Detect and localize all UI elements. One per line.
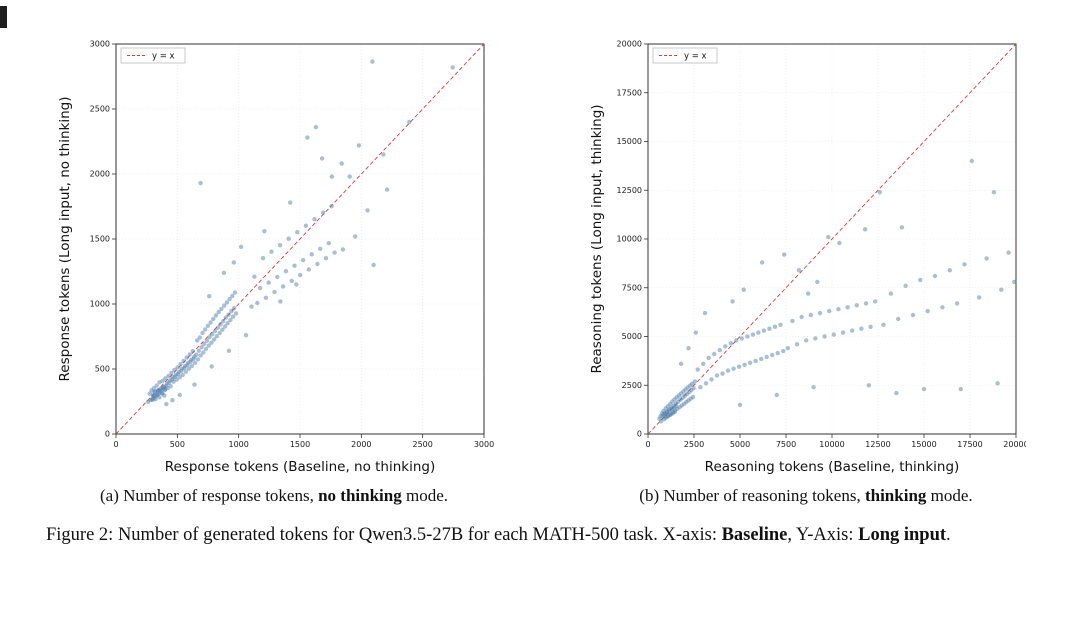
figure-caption: Figure 2: Number of generated tokens for… [46, 522, 996, 550]
scatter-plot-thinking: Reasoning tokens (Long input, thinking) … [589, 40, 1026, 476]
svg-text:2000: 2000 [351, 440, 371, 449]
svg-text:0: 0 [645, 440, 650, 449]
svg-text:5000: 5000 [730, 440, 750, 449]
x-axis-label-a: Response tokens (Baseline, no thinking) [165, 459, 436, 475]
legend-label-a: y = x [152, 52, 175, 62]
subfigure-a: Response tokens (Long input, no thinking… [54, 34, 494, 506]
svg-text:12500: 12500 [617, 186, 642, 195]
svg-text:500: 500 [95, 365, 110, 374]
svg-text:10000: 10000 [819, 440, 844, 449]
svg-text:0: 0 [637, 430, 642, 439]
caption-text: . [946, 525, 951, 545]
caption-bold-text: Long input [858, 525, 947, 545]
scatter-points [657, 158, 1017, 424]
svg-text:500: 500 [170, 440, 185, 449]
caption-bold-text: thinking [864, 486, 927, 505]
svg-text:2500: 2500 [622, 381, 642, 390]
scatter-points [145, 59, 455, 407]
x-axis-label-b: Reasoning tokens (Baseline, thinking) [705, 459, 960, 475]
svg-text:2500: 2500 [412, 440, 432, 449]
legend-box [120, 47, 186, 64]
scatter-plot-no-thinking: Response tokens (Long input, no thinking… [57, 40, 494, 476]
caption-text: (a) Number of response tokens, [99, 486, 319, 505]
y-axis-label-b: Reasoning tokens (Long input, thinking) [589, 104, 605, 373]
svg-text:20000: 20000 [1003, 440, 1026, 449]
plot-area: 0 500 1000 1500 2000 2500 3000 0 500 1000 1500 2000… [90, 40, 494, 450]
svg-text:0: 0 [105, 430, 110, 439]
y-axis-label-a: Response tokens (Long input, no thinking… [57, 97, 73, 382]
legend-box [652, 47, 718, 64]
caption-text: Figure 2: Number of generated tokens for… [46, 525, 722, 545]
subfigure-b: Reasoning tokens (Long input, thinking) … [586, 34, 1026, 506]
svg-text:10000: 10000 [617, 235, 642, 244]
svg-text:15000: 15000 [617, 137, 642, 146]
subfigure-a-caption: (a) Number of response tokens, no thinki… [54, 486, 494, 506]
caption-bold-text: Baseline [721, 525, 788, 545]
caption-text: , Y-Axis: [787, 525, 859, 545]
svg-text:2000: 2000 [90, 170, 110, 179]
identity-line [647, 43, 1017, 435]
plot-area: 0 2500 5000 7500 10000 12500 15000 17500 20000 0 2… [617, 40, 1026, 450]
svg-text:12500: 12500 [865, 440, 890, 449]
svg-text:1000: 1000 [228, 440, 248, 449]
svg-text:17500: 17500 [957, 440, 982, 449]
svg-text:1500: 1500 [290, 440, 310, 449]
svg-text:2500: 2500 [90, 105, 110, 114]
svg-text:15000: 15000 [911, 440, 936, 449]
caption-text: (b) Number of reasoning tokens, [639, 486, 865, 505]
subfigure-b-caption: (b) Number of reasoning tokens, thinking… [586, 486, 1026, 506]
caption-bold-text: no thinking [318, 486, 402, 505]
figure-2: Response tokens (Long input, no thinking… [54, 34, 1026, 506]
caption-text: mode. [401, 486, 449, 505]
svg-text:7500: 7500 [776, 440, 796, 449]
legend-label-b: y = x [684, 52, 707, 62]
svg-text:3000: 3000 [90, 40, 110, 49]
svg-text:17500: 17500 [617, 88, 642, 97]
svg-text:3000: 3000 [474, 440, 494, 449]
identity-line [115, 43, 485, 435]
svg-text:2500: 2500 [684, 440, 704, 449]
svg-text:1000: 1000 [90, 300, 110, 309]
svg-text:0: 0 [113, 440, 118, 449]
screenshot-edge-artifact [0, 6, 7, 28]
svg-text:5000: 5000 [622, 332, 642, 341]
svg-text:7500: 7500 [622, 283, 642, 292]
svg-text:1500: 1500 [90, 235, 110, 244]
caption-text: mode. [926, 486, 973, 505]
svg-text:20000: 20000 [617, 40, 642, 49]
